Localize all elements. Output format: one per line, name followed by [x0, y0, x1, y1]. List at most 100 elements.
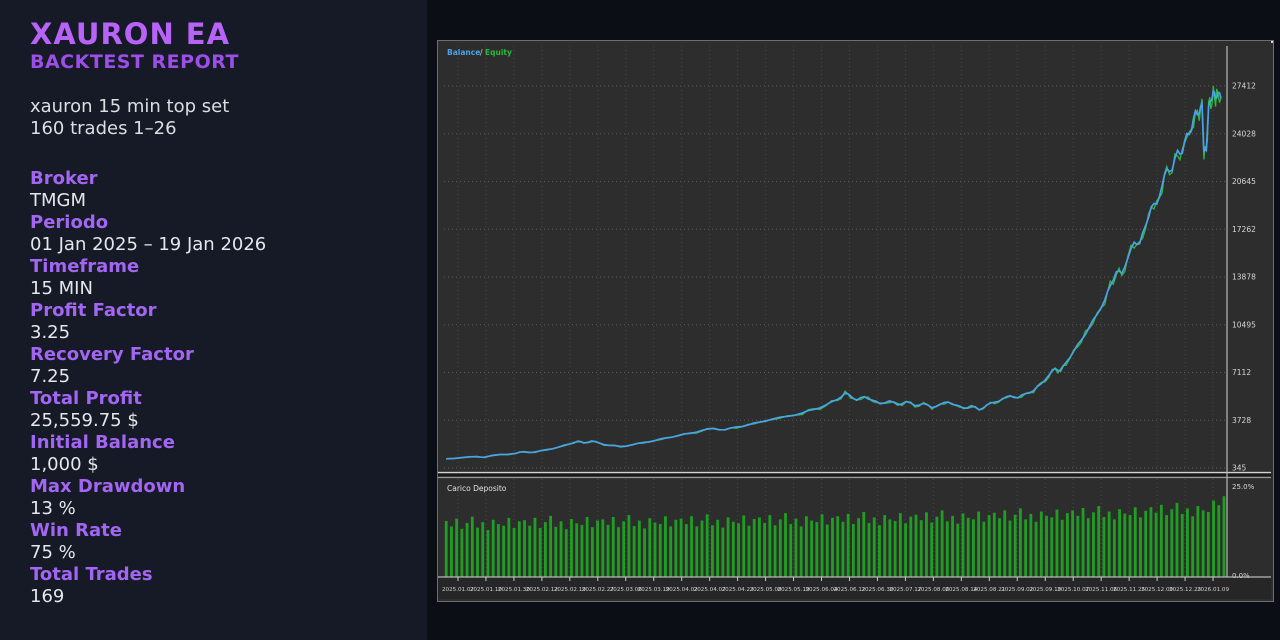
deposit-load-bar — [872, 517, 876, 577]
deposit-load-bar — [575, 523, 579, 577]
deposit-load-bar — [523, 520, 526, 577]
deposit-load-bar — [564, 529, 568, 577]
deposit-load-bar — [940, 510, 944, 577]
deposit-load-bar — [851, 524, 855, 577]
deposit-load-bar — [1024, 519, 1028, 577]
deposit-load-bar — [648, 518, 652, 577]
deposit-load-bar — [711, 525, 714, 577]
deposit-load-bar — [679, 518, 683, 577]
deposit-load-bar — [1196, 506, 1200, 577]
deposit-load-bar — [528, 525, 532, 577]
deposit-load-bar — [930, 522, 934, 577]
deposit-load-bar — [1003, 510, 1007, 577]
x-axis-date-label: 2025.09.02 — [1001, 587, 1033, 593]
deposit-load-bar — [784, 513, 787, 577]
deposit-load-bar — [878, 525, 881, 577]
deposit-load-bar — [517, 521, 521, 577]
y-axis-tick-label: 24028 — [1232, 129, 1256, 138]
deposit-load-bar — [925, 512, 928, 577]
pane-separator — [438, 471, 1271, 479]
x-axis-date-label: 2025.11.06 — [1085, 587, 1117, 593]
deposit-load-bar — [1102, 517, 1106, 577]
deposit-load-bar — [1097, 506, 1101, 577]
stat-label: Broker — [30, 168, 98, 189]
x-axis-date-label: 2025.02.27 — [582, 587, 614, 593]
deposit-load-bar — [1170, 509, 1174, 577]
deposit-load-bar — [992, 512, 996, 577]
x-axis-date-label: 2025.05.08 — [750, 587, 782, 593]
stat-value: 15 MIN — [30, 278, 93, 299]
deposit-load-bar — [747, 525, 751, 577]
deposit-load-bar — [611, 517, 615, 577]
deposit-load-bar — [841, 521, 845, 577]
deposit-load-bar — [502, 525, 506, 577]
stat-label: Win Rate — [30, 520, 122, 541]
deposit-load-bar — [1165, 515, 1168, 577]
stat-value: 169 — [30, 586, 65, 607]
deposit-load-bar — [476, 527, 479, 577]
stat-label: Profit Factor — [30, 300, 157, 321]
y-axis-tick-label: 3728 — [1232, 416, 1251, 425]
deposit-load-bar — [1212, 500, 1215, 577]
stat-label: Total Trades — [30, 564, 153, 585]
page-subtitle: BACKTEST REPORT — [30, 51, 239, 73]
stat-label: Timeframe — [30, 256, 140, 277]
stat-value: 75 % — [30, 542, 76, 563]
x-axis-date-label: 2025.08.21 — [973, 587, 1005, 593]
deposit-load-bar — [1019, 508, 1022, 577]
deposit-load-bar — [898, 513, 902, 577]
x-axis-date-label: 2025.09.19 — [1029, 587, 1061, 593]
deposit-load-bar — [669, 526, 673, 577]
deposit-load-bar — [664, 516, 667, 577]
deposit-load-bar — [972, 519, 975, 577]
deposit-load-bar — [1071, 510, 1075, 577]
deposit-load-bar — [1050, 517, 1054, 577]
deposit-load-bar — [1133, 507, 1137, 577]
stat-value: TMGM — [30, 190, 87, 211]
deposit-load-bar — [778, 519, 782, 577]
deposit-load-bar — [543, 522, 547, 577]
deposit-load-bar — [956, 523, 960, 577]
deposit-load-bar — [554, 526, 558, 577]
deposit-load-bar — [810, 520, 814, 577]
deposit-load-bar — [846, 513, 850, 577]
deposit-load-bar — [914, 514, 918, 577]
deposit-load-bar — [455, 518, 459, 577]
deposit-load-bar — [742, 515, 746, 577]
stat-value: 7.25 — [30, 366, 71, 387]
balance-line — [445, 89, 1222, 460]
y-axis-tick-label: 345 — [1232, 464, 1247, 473]
y-axis-tick-label: 20645 — [1232, 177, 1256, 186]
deposit-load-bar — [893, 520, 897, 577]
deposit-load-bar — [497, 524, 500, 577]
deposit-load-bar — [831, 517, 834, 577]
stat-value: 3.25 — [30, 322, 71, 343]
deposit-load-bar — [486, 529, 490, 577]
deposit-load-bar — [1149, 507, 1153, 577]
stat-label: Initial Balance — [30, 432, 175, 453]
deposit-load-bar — [538, 528, 542, 577]
report-sidebar: XAURON EA BACKTEST REPORT xauron 15 min … — [0, 0, 427, 640]
deposit-load-bar — [1060, 519, 1064, 577]
date-strip-background — [438, 577, 1271, 599]
deposit-load-bar — [1055, 509, 1059, 577]
y-axis-tick-label: 27412 — [1232, 82, 1256, 91]
deposit-load-bar — [1092, 512, 1095, 577]
deposit-load-bar — [977, 511, 981, 577]
x-axis-date-label: 2025.06.12 — [833, 587, 865, 593]
deposit-load-bar — [731, 521, 735, 577]
deposit-load-bar — [987, 515, 991, 577]
deposit-load-bar — [1159, 504, 1163, 577]
deposit-load-bar — [465, 522, 469, 577]
deposit-load-bar — [444, 520, 448, 577]
deposit-load-bar — [705, 514, 709, 577]
deposit-load-bar — [789, 524, 793, 577]
deposit-load-bar — [1034, 521, 1038, 577]
deposit-load-bar — [737, 523, 740, 577]
deposit-load-bar — [1076, 515, 1080, 577]
deposit-load-bar — [1191, 516, 1195, 577]
deposit-load-bar — [450, 526, 453, 577]
x-axis-date-label: 2025.08.14 — [945, 587, 977, 593]
deposit-load-bar — [1013, 514, 1017, 577]
deposit-load-bar — [1039, 511, 1043, 577]
